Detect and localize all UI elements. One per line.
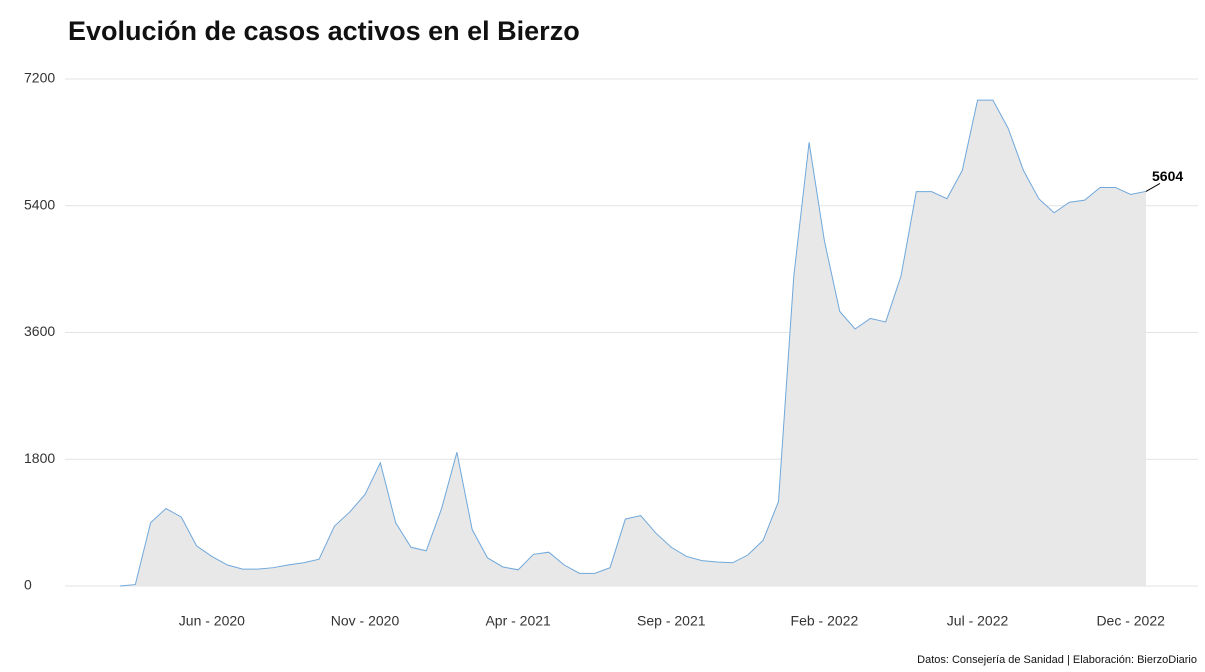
y-tick-label: 0 [24, 577, 32, 593]
y-tick-label: 5400 [24, 196, 55, 212]
x-tick-label: Jun - 2020 [179, 613, 245, 629]
y-tick-label: 1800 [24, 450, 55, 466]
y-tick-label: 7200 [24, 70, 55, 86]
line [119, 99, 1147, 587]
x-tick-label: Jul - 2022 [947, 613, 1009, 629]
area-fill [120, 100, 1146, 586]
x-tick-label: Sep - 2021 [637, 613, 706, 629]
x-tick-label: Feb - 2022 [791, 613, 859, 629]
value-label: 5604 [1152, 168, 1183, 184]
x-tick-label: Nov - 2020 [331, 613, 400, 629]
source: Datos: Consejería de Sanidad | Elaboraci… [917, 654, 1197, 666]
y-tick-label: 3600 [24, 323, 55, 339]
label-leader [1145, 182, 1161, 192]
x-tick-label: Dec - 2022 [1096, 613, 1165, 629]
x-tick-label: Apr - 2021 [485, 613, 551, 629]
chart-title: Evolución de casos activos en el Bierzo [68, 16, 580, 46]
